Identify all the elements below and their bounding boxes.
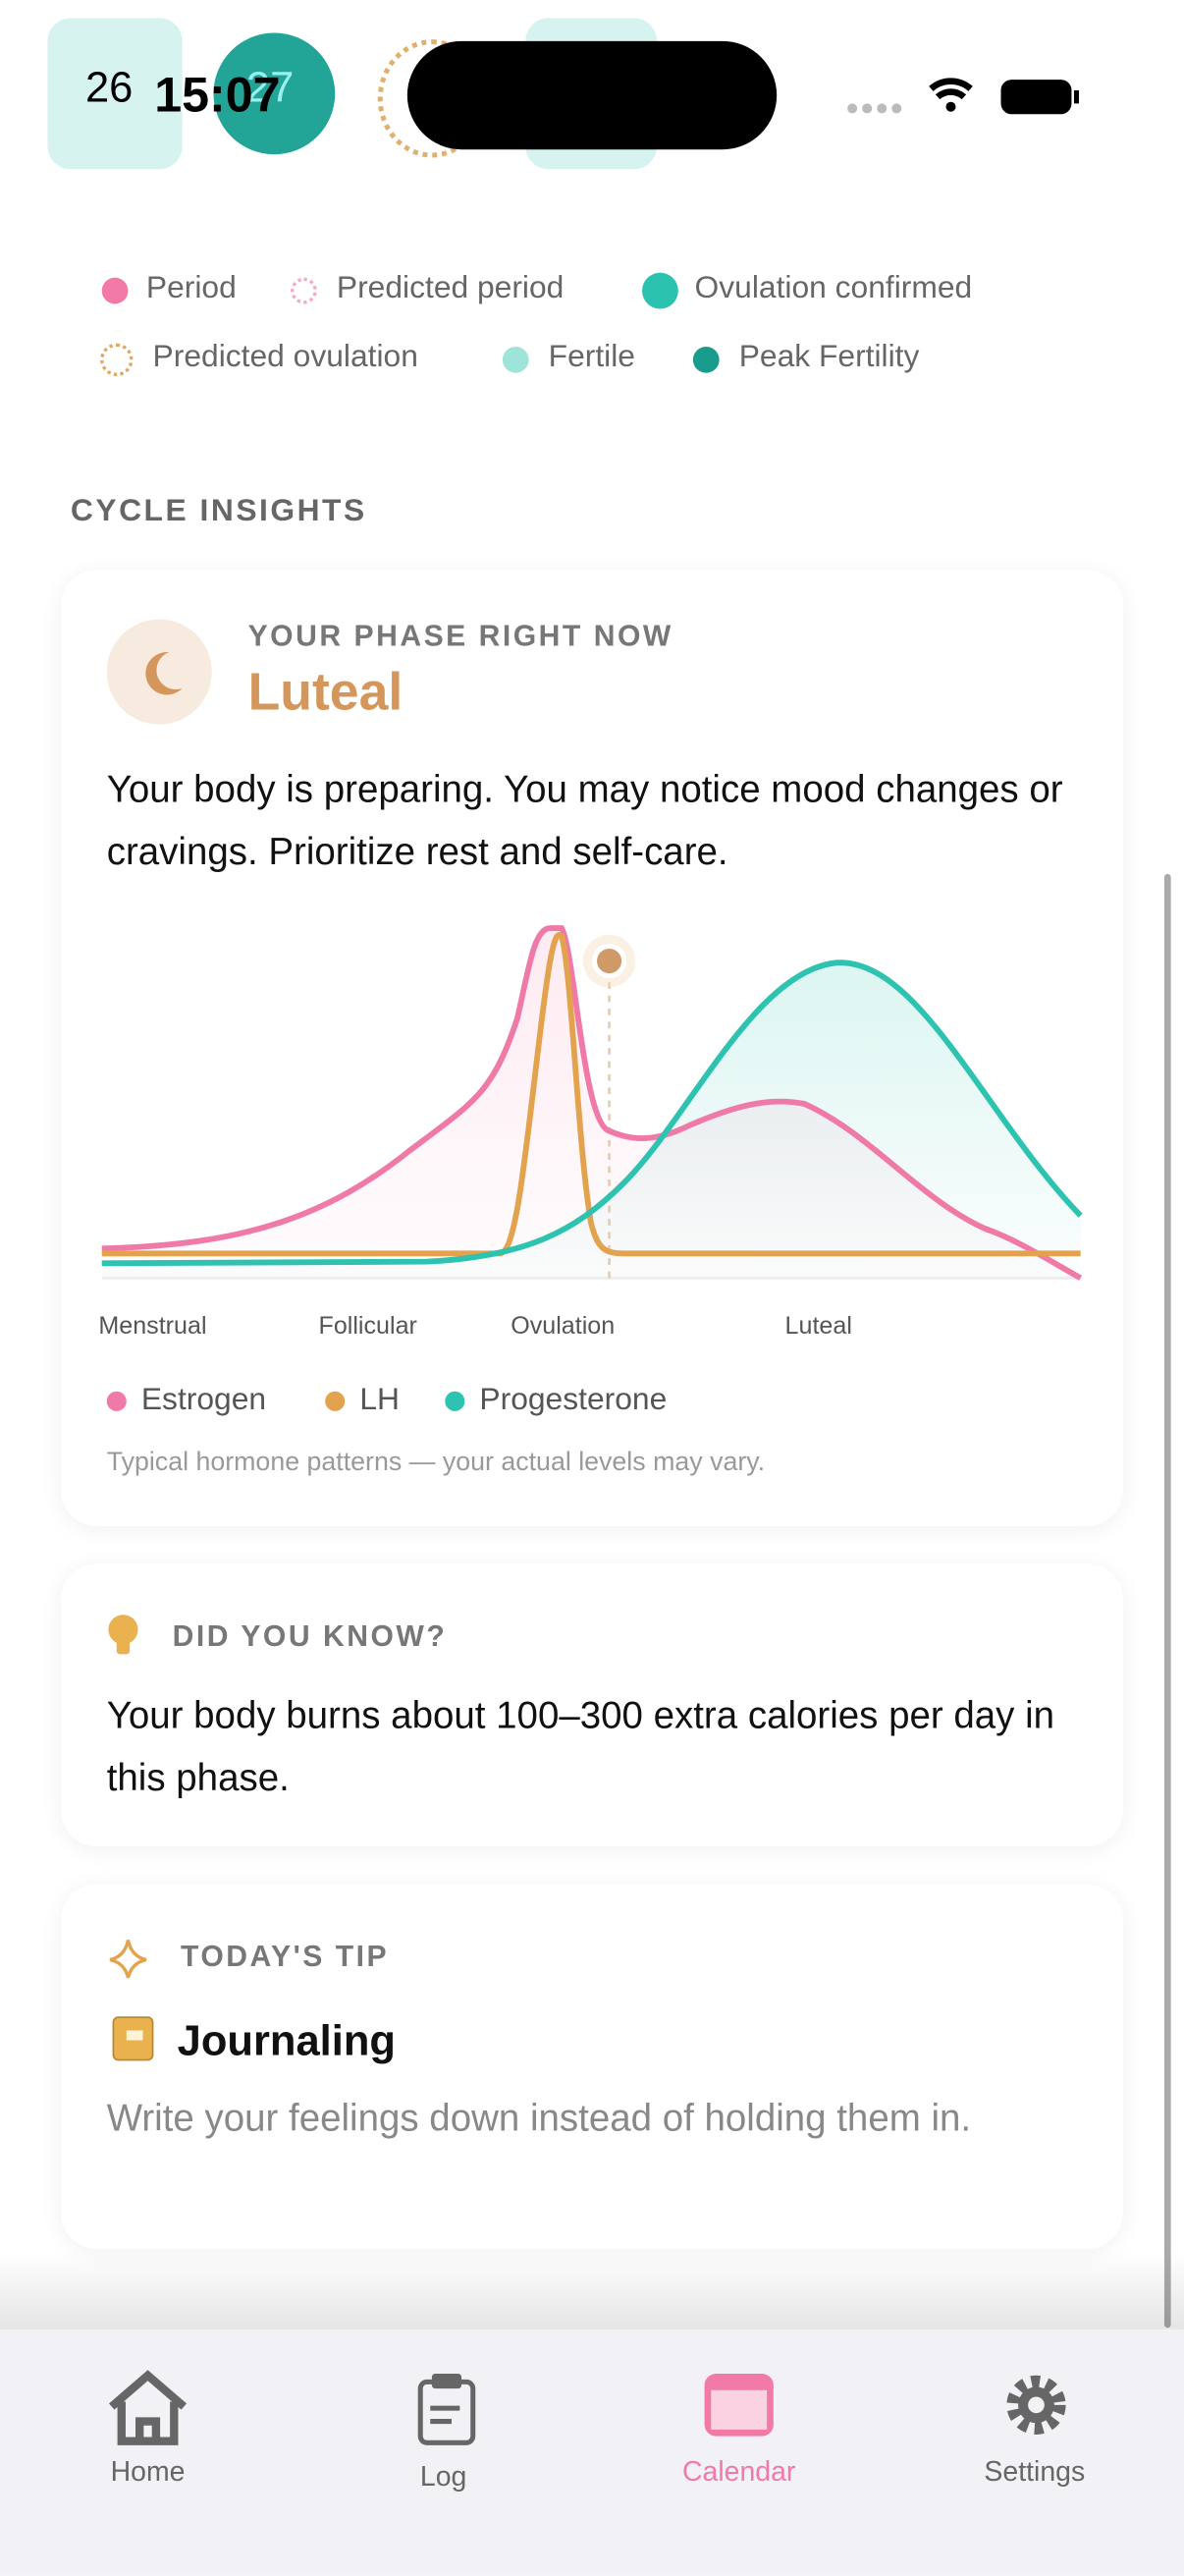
chart-note: Typical hormone patterns — your actual l… [106,1449,766,1477]
tab-icons [109,2370,1066,2445]
section-title: CYCLE INSIGHTS [70,494,367,529]
chart-label: Menstrual [98,1312,207,1341]
chart-label: Luteal [784,1312,852,1341]
day: 26 [84,62,134,112]
hormone-dot [106,1391,127,1411]
eyebrow: DID YOU KNOW? [172,1619,448,1653]
legend-dot [692,346,720,373]
hormone-label: LH [359,1383,400,1418]
legend-label: Fertile [548,340,635,375]
phase-description: Your body is preparing. You may notice m… [106,767,1063,873]
shade [0,2250,1184,2329]
phase-card: YOUR PHASE RIGHT NOW Luteal Your body is… [60,570,1124,1526]
chart-label: Follicular [318,1312,417,1341]
legend-label: Predicted ovulation [152,340,418,375]
hormone-dot [325,1391,346,1411]
legend-dot [502,346,529,373]
tab-settings[interactable]: Settings [984,2455,1086,2488]
chart-label: Ovulation [511,1312,616,1341]
hormone-dot [445,1391,465,1411]
tab-bar [0,2329,1184,2576]
tip-text: Write your feelings down instead of hold… [106,2096,972,2139]
legend-label: Period [145,270,237,306]
dynamic-island [406,40,778,150]
hormone-chart [101,925,1083,1281]
legend-dot [101,277,129,304]
legend-dot [100,343,134,377]
hormone-label: Estrogen [140,1383,267,1418]
scrollbar [1163,873,1171,2329]
hormone-label: Progesterone [479,1383,668,1418]
notebook-icon [112,2016,154,2061]
day-tile [47,18,183,170]
day-circle [213,32,336,155]
time: 15:07 [154,69,281,124]
eyebrow: YOUR PHASE RIGHT NOW [247,619,673,653]
tab-log[interactable]: Log [419,2460,467,2493]
bulb-icon [108,1615,138,1655]
tab-home[interactable]: Home [110,2455,186,2488]
legend-label: Peak Fertility [738,340,920,375]
fact-text: Your body burns about 100–300 extra calo… [106,1693,1055,1799]
status-icons [847,78,1079,115]
phase-name: Luteal [247,662,404,722]
day: 27 [245,62,295,112]
tab-calendar[interactable]: Calendar [682,2455,796,2488]
legend-dot [642,272,678,309]
legend-label: Predicted period [336,270,565,306]
legend-dot [291,277,317,304]
sparkle-icon [109,1940,147,1979]
legend-label: Ovulation confirmed [694,270,973,306]
eyebrow: TODAY'S TIP [180,1940,390,1973]
tip-card: TODAY'S TIP Journaling Write your feelin… [60,1884,1124,2249]
tip-title: Journaling [177,2015,396,2065]
fact-card: DID YOU KNOW? Your body burns about 100–… [60,1563,1124,1847]
phase-icon [106,619,212,725]
